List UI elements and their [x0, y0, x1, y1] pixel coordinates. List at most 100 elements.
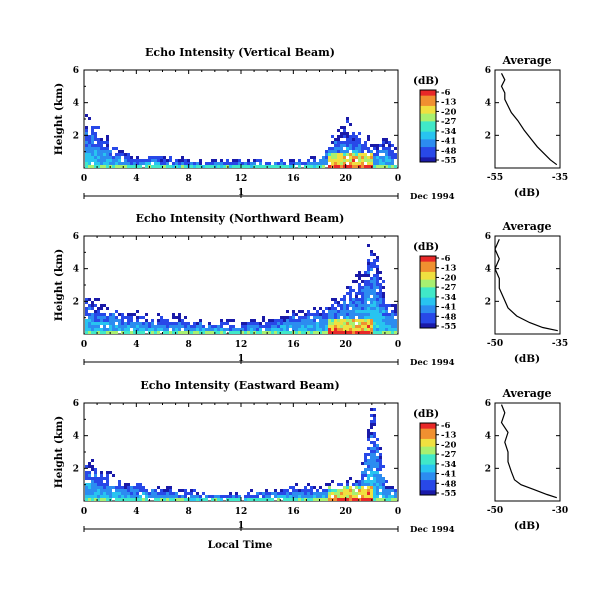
echo-cell	[394, 165, 397, 168]
echo-cell	[127, 313, 130, 316]
echo-cell	[85, 498, 88, 501]
echo-cell	[352, 289, 355, 292]
echo-cell	[256, 159, 259, 162]
echo-cell	[382, 310, 385, 313]
echo-cell	[304, 322, 307, 325]
echo-cell	[334, 153, 337, 156]
echo-cell	[97, 319, 100, 322]
echo-cell	[310, 165, 313, 168]
echo-cell	[118, 153, 121, 156]
echo-cell	[331, 480, 334, 483]
colorbar-tick-label: -27	[441, 283, 456, 293]
echo-cell	[391, 150, 394, 153]
echo-cell	[145, 495, 148, 498]
echo-cell	[301, 316, 304, 319]
echo-cell	[97, 322, 100, 325]
echo-cell	[208, 328, 211, 331]
echo-cell	[331, 492, 334, 495]
echo-cell	[181, 319, 184, 322]
echo-cell	[154, 498, 157, 501]
echo-cell	[103, 316, 106, 319]
echo-cell	[211, 495, 214, 498]
echo-cell	[229, 325, 232, 328]
echo-cell	[373, 283, 376, 286]
echo-cell	[364, 165, 367, 168]
echo-cell	[130, 495, 133, 498]
echo-cell	[235, 328, 238, 331]
echo-cell	[331, 316, 334, 319]
echo-cell	[367, 138, 370, 141]
echo-cell	[349, 313, 352, 316]
echo-cell	[196, 331, 199, 334]
echo-cell	[313, 156, 316, 159]
echo-cell	[361, 295, 364, 298]
echo-cell	[385, 322, 388, 325]
echo-cell	[133, 165, 136, 168]
echo-cell	[382, 295, 385, 298]
echo-cell	[286, 165, 289, 168]
echo-cell	[373, 492, 376, 495]
echo-cell	[367, 147, 370, 150]
echo-cell	[256, 322, 259, 325]
echo-cell	[151, 495, 154, 498]
echo-cell	[286, 492, 289, 495]
colorbar-segment	[420, 156, 436, 160]
echo-cell	[106, 147, 109, 150]
echo-cell	[145, 319, 148, 322]
echo-cell	[385, 150, 388, 153]
echo-cell	[331, 313, 334, 316]
echo-cell	[130, 156, 133, 159]
colorbar-segment	[420, 289, 436, 293]
echo-cell	[100, 162, 103, 165]
echo-cell	[193, 162, 196, 165]
echo-cell	[355, 331, 358, 334]
echo-cell	[334, 159, 337, 162]
echo-cell	[367, 474, 370, 477]
echo-cell	[370, 474, 373, 477]
echo-cell	[244, 495, 247, 498]
echo-cell	[109, 492, 112, 495]
echo-cell	[352, 156, 355, 159]
colorbar-segment	[420, 425, 436, 429]
echo-cell	[313, 486, 316, 489]
echo-cell	[361, 471, 364, 474]
echo-cell	[166, 325, 169, 328]
echo-cell	[340, 492, 343, 495]
echo-cell	[370, 283, 373, 286]
echo-cell	[349, 295, 352, 298]
average-xlabel: (dB)	[514, 353, 540, 365]
echo-cell	[355, 492, 358, 495]
echo-cell	[379, 286, 382, 289]
echo-cell	[313, 331, 316, 334]
echo-cell	[346, 480, 349, 483]
echo-cell	[340, 304, 343, 307]
echo-cell	[307, 498, 310, 501]
echo-cell	[88, 144, 91, 147]
echo-cell	[298, 322, 301, 325]
echo-cell	[376, 459, 379, 462]
echo-cell	[139, 165, 142, 168]
echo-cell	[136, 489, 139, 492]
echo-cell	[244, 165, 247, 168]
echo-cell	[115, 495, 118, 498]
echo-cell	[364, 286, 367, 289]
echo-cell	[112, 162, 115, 165]
echo-cell	[355, 495, 358, 498]
echo-cell	[115, 489, 118, 492]
echo-cell	[331, 298, 334, 301]
echo-cell	[169, 486, 172, 489]
echo-cell	[364, 156, 367, 159]
echo-cell	[235, 159, 238, 162]
echo-cell	[346, 310, 349, 313]
echo-cell	[280, 492, 283, 495]
echo-cell	[307, 165, 310, 168]
echo-cell	[313, 492, 316, 495]
colorbar-segment	[420, 159, 436, 163]
echo-cell	[172, 165, 175, 168]
echo-cell	[322, 310, 325, 313]
echo-cell	[94, 492, 97, 495]
echo-cell	[91, 135, 94, 138]
echo-cell	[307, 495, 310, 498]
echo-cell	[370, 304, 373, 307]
echo-cell	[235, 165, 238, 168]
